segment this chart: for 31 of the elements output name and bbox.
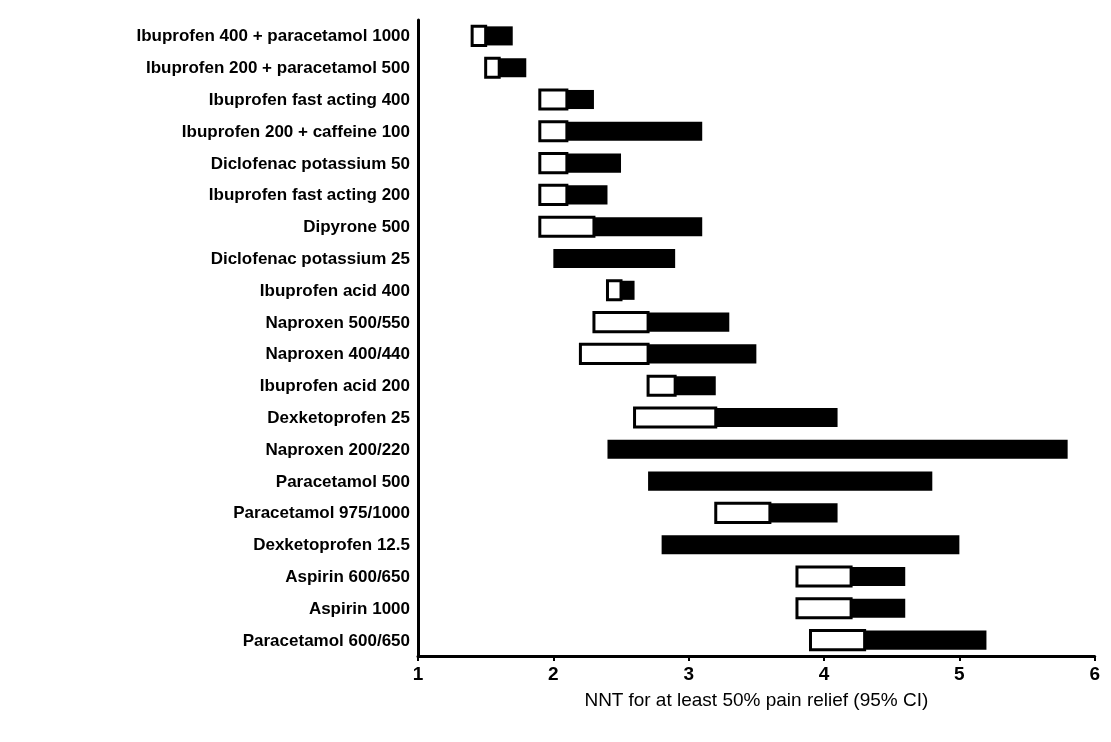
y-tick-label: Ibuprofen fast acting 400 (208, 90, 410, 109)
y-tick-label: Paracetamol 600/650 (242, 630, 410, 650)
y-tick-label: Ibuprofen acid 200 (259, 376, 410, 396)
y-tick-label: Diclofenac potassium 50 (210, 153, 410, 173)
y-tick-label: Diclofenac potassium 25 (210, 249, 410, 268)
y-tick-label: Naproxen 400/440 (265, 344, 410, 364)
y-tick-label: Naproxen 500/550 (265, 312, 410, 332)
bar (661, 535, 960, 555)
y-tick-label: Ibuprofen 400 + paracetamol 1000 (136, 26, 410, 46)
y-tick-label: Ibuprofen acid 400 (259, 280, 410, 300)
x-tick-label: 1 (412, 663, 424, 684)
y-tick-label: Dexketoprofen 12.5 (253, 535, 410, 555)
x-tick-label: 2 (548, 663, 559, 684)
bar (607, 439, 1068, 459)
x-tick-label: 5 (954, 663, 966, 684)
y-tick-label: Naproxen 200/220 (265, 439, 410, 459)
y-tick-label: Ibuprofen 200 + caffeine 100 (181, 121, 410, 141)
y-tick-label: Aspirin 600/650 (285, 567, 410, 586)
y-tick-label: Ibuprofen 200 + paracetamol 500 (145, 58, 410, 78)
x-tick-label: 6 (1089, 663, 1101, 684)
y-tick-label: Dexketoprofen 25 (267, 408, 410, 427)
y-tick-label: Ibuprofen fast acting 200 (208, 185, 410, 205)
y-tick-label: Paracetamol 500 (275, 471, 410, 491)
x-tick-label: 4 (818, 663, 830, 684)
y-tick-label: Dipyrone 500 (303, 217, 410, 237)
y-tick-label: Paracetamol 975/1000 (233, 503, 410, 523)
bar (648, 471, 933, 491)
bar (553, 248, 676, 269)
x-tick-label: 3 (683, 663, 694, 684)
x-axis-title: NNT for at least 50% pain relief (95% CI) (584, 689, 929, 710)
y-tick-label: Aspirin 1000 (308, 598, 410, 618)
